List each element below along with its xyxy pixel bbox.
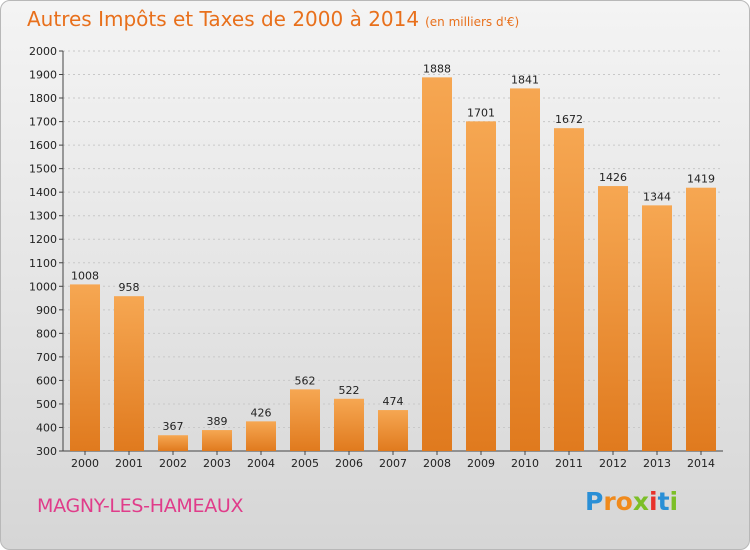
bar xyxy=(686,187,716,452)
bar xyxy=(378,410,408,451)
logo-letter: r xyxy=(603,487,616,516)
x-tick-label: 2010 xyxy=(511,457,539,470)
x-tick-label: 2014 xyxy=(687,457,715,470)
bar xyxy=(422,77,452,452)
x-tick-label: 2009 xyxy=(467,457,495,470)
y-tick-label: 900 xyxy=(36,304,57,317)
bar-value-label: 1419 xyxy=(687,173,715,186)
y-tick-label: 1100 xyxy=(29,257,57,270)
chart-title: Autres Impôts et Taxes de 2000 à 2014 (en… xyxy=(27,7,519,31)
y-tick-label: 1500 xyxy=(29,163,57,176)
bar xyxy=(554,128,584,452)
bar-value-label: 1672 xyxy=(555,113,583,126)
y-tick-label: 600 xyxy=(36,374,57,387)
bar-value-label: 389 xyxy=(207,415,228,428)
x-tick-label: 2013 xyxy=(643,457,671,470)
bar xyxy=(466,121,496,452)
x-tick-label: 2001 xyxy=(115,457,143,470)
bar xyxy=(510,88,540,451)
y-tick-label: 1600 xyxy=(29,139,57,152)
bar-value-label: 562 xyxy=(295,374,316,387)
x-tick-label: 2003 xyxy=(203,457,231,470)
x-tick-label: 2007 xyxy=(379,457,407,470)
y-tick-label: 2000 xyxy=(29,45,57,58)
y-tick-label: 400 xyxy=(36,421,57,434)
bar xyxy=(70,284,100,451)
y-tick-label: 1700 xyxy=(29,116,57,129)
bar xyxy=(158,435,188,451)
y-tick-label: 1200 xyxy=(29,233,57,246)
y-tick-label: 1000 xyxy=(29,280,57,293)
bar xyxy=(334,398,364,451)
bar xyxy=(642,205,672,451)
bar-value-label: 522 xyxy=(339,384,360,397)
chart-title-text: Autres Impôts et Taxes de 2000 à 2014 xyxy=(27,7,420,31)
bar-value-label: 1426 xyxy=(599,171,627,184)
unit-note: (en milliers d'€) xyxy=(425,15,520,29)
bar xyxy=(290,389,320,451)
y-tick-label: 700 xyxy=(36,351,57,364)
logo-letter: t xyxy=(657,487,670,516)
x-tick-label: 2005 xyxy=(291,457,319,470)
bar-value-label: 1344 xyxy=(643,190,671,203)
bar xyxy=(598,186,628,451)
bar-value-label: 1841 xyxy=(511,73,539,86)
bar xyxy=(202,430,232,451)
bar xyxy=(114,296,144,451)
bar-value-label: 1888 xyxy=(423,62,451,75)
x-tick-label: 2006 xyxy=(335,457,363,470)
y-tick-label: 300 xyxy=(36,445,57,458)
proxiti-logo: Proxiti xyxy=(585,487,678,516)
bar-value-label: 367 xyxy=(163,420,184,433)
y-tick-label: 1300 xyxy=(29,210,57,223)
x-tick-label: 2002 xyxy=(159,457,187,470)
bar-value-label: 474 xyxy=(383,395,404,408)
bar-value-label: 426 xyxy=(251,406,272,419)
y-tick-label: 1400 xyxy=(29,186,57,199)
x-tick-label: 2000 xyxy=(71,457,99,470)
bar-value-label: 1701 xyxy=(467,106,495,119)
y-tick-label: 500 xyxy=(36,398,57,411)
bar-value-label: 958 xyxy=(119,281,140,294)
x-tick-label: 2004 xyxy=(247,457,275,470)
logo-letter: i xyxy=(649,487,658,516)
y-tick-label: 1900 xyxy=(29,69,57,82)
y-tick-label: 800 xyxy=(36,327,57,340)
logo-letter: i xyxy=(669,487,679,516)
x-tick-label: 2011 xyxy=(555,457,583,470)
x-tick-label: 2008 xyxy=(423,457,451,470)
bar xyxy=(246,421,276,451)
y-tick-label: 1800 xyxy=(29,92,57,105)
location-label: MAGNY-LES-HAMEAUX xyxy=(37,495,244,517)
logo-letter: x xyxy=(632,487,649,516)
logo-letter: P xyxy=(585,487,604,516)
logo-letter: o xyxy=(615,487,633,516)
bar-value-label: 1008 xyxy=(71,269,99,282)
x-tick-label: 2012 xyxy=(599,457,627,470)
